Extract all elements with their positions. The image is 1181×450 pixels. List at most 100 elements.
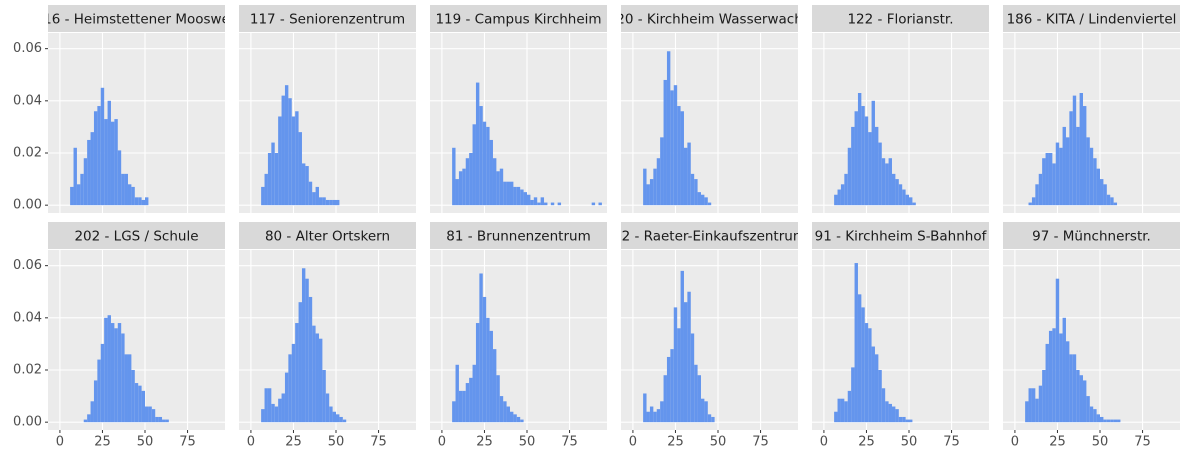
bar xyxy=(312,325,316,423)
bar xyxy=(598,202,602,206)
bar xyxy=(1086,396,1090,423)
bar xyxy=(1048,330,1053,423)
bar xyxy=(465,158,470,206)
bar xyxy=(1096,414,1101,423)
bar xyxy=(271,142,275,206)
bar xyxy=(114,119,118,206)
bar xyxy=(308,296,313,423)
bar xyxy=(1062,126,1066,206)
y-tick-label: 0.00 xyxy=(13,198,42,213)
bar xyxy=(690,333,695,423)
bar xyxy=(298,132,302,206)
bar xyxy=(469,153,473,206)
bar xyxy=(70,186,74,206)
bar xyxy=(1076,370,1080,423)
bar xyxy=(503,401,507,423)
bar xyxy=(291,116,296,206)
bar xyxy=(107,315,111,423)
bar xyxy=(905,194,910,206)
bar xyxy=(90,401,94,423)
bar xyxy=(834,411,838,423)
bar xyxy=(151,409,156,423)
bar xyxy=(1079,375,1083,423)
bar xyxy=(278,116,282,206)
bar xyxy=(110,323,115,423)
bar xyxy=(544,202,548,206)
bar xyxy=(673,307,678,423)
bar xyxy=(527,194,531,206)
bar xyxy=(1028,388,1032,423)
x-tick-label: 75 xyxy=(943,435,960,450)
bar xyxy=(683,302,688,423)
bar xyxy=(127,354,132,423)
bar xyxy=(318,338,323,423)
bar xyxy=(121,173,125,206)
bar xyxy=(325,199,330,206)
bar xyxy=(1052,328,1056,423)
bar xyxy=(902,416,906,423)
bar xyxy=(1072,354,1077,423)
bar xyxy=(697,192,701,206)
strip-title: 119 - Campus Kirchheim xyxy=(435,12,601,28)
bar xyxy=(339,416,343,423)
bar xyxy=(93,111,98,206)
bar xyxy=(1059,333,1063,423)
strip-title: 91 - Kirchheim S-Bahnhof xyxy=(815,229,988,245)
bar xyxy=(1035,184,1039,206)
bar xyxy=(653,168,657,206)
bar xyxy=(117,323,122,423)
bar xyxy=(513,186,517,206)
bar xyxy=(878,142,882,206)
bar xyxy=(288,98,292,206)
x-tick-label: 50 xyxy=(328,435,345,450)
bar xyxy=(1069,354,1073,423)
bar xyxy=(646,184,650,206)
bar xyxy=(1025,401,1029,423)
bar xyxy=(308,181,313,206)
x-tick-label: 25 xyxy=(1049,435,1066,450)
panel: 20 - Kirchheim Wasserwach xyxy=(616,5,803,213)
bar xyxy=(1100,179,1104,206)
bar xyxy=(506,181,510,206)
x-tick-label: 25 xyxy=(667,435,684,450)
bar xyxy=(680,111,684,206)
bar xyxy=(87,414,91,423)
strip-title: 20 - Kirchheim Wasserwach xyxy=(616,12,803,28)
panel: 32 - Raeter-Einkaufszentrum 0 25 50 75 xyxy=(621,222,798,450)
bar xyxy=(486,126,490,206)
bar xyxy=(462,168,466,206)
bar xyxy=(1096,168,1101,206)
strip xyxy=(621,5,798,32)
bar xyxy=(1031,197,1036,206)
x-tick-label: 0 xyxy=(629,435,637,450)
bar xyxy=(656,409,661,423)
bar xyxy=(888,158,892,206)
bar xyxy=(1045,343,1049,423)
bar xyxy=(670,349,674,423)
bar xyxy=(680,270,684,423)
bar xyxy=(881,388,886,423)
bar xyxy=(267,388,272,423)
bar xyxy=(1113,202,1118,206)
bar xyxy=(301,268,306,423)
bar xyxy=(83,419,88,423)
bar xyxy=(1059,147,1063,206)
x-tick-label: 25 xyxy=(285,435,302,450)
bar xyxy=(868,328,872,423)
bar xyxy=(1042,370,1046,423)
x-tick-label: 25 xyxy=(94,435,111,450)
y-tick-label: 0.02 xyxy=(13,363,42,378)
panel: 202 - LGS / Schule 0.00 0.02 0.04 0.06 0 25 50 7… xyxy=(13,222,225,450)
bar xyxy=(295,111,299,206)
strip xyxy=(430,222,607,249)
bar xyxy=(677,328,681,423)
bar xyxy=(271,403,275,423)
bar xyxy=(857,93,862,206)
bar xyxy=(131,370,135,423)
bar xyxy=(465,383,470,423)
bar xyxy=(165,419,169,423)
bar xyxy=(295,323,299,423)
bar xyxy=(472,364,476,423)
x-tick-label: 0 xyxy=(56,435,64,450)
bar xyxy=(847,147,852,206)
